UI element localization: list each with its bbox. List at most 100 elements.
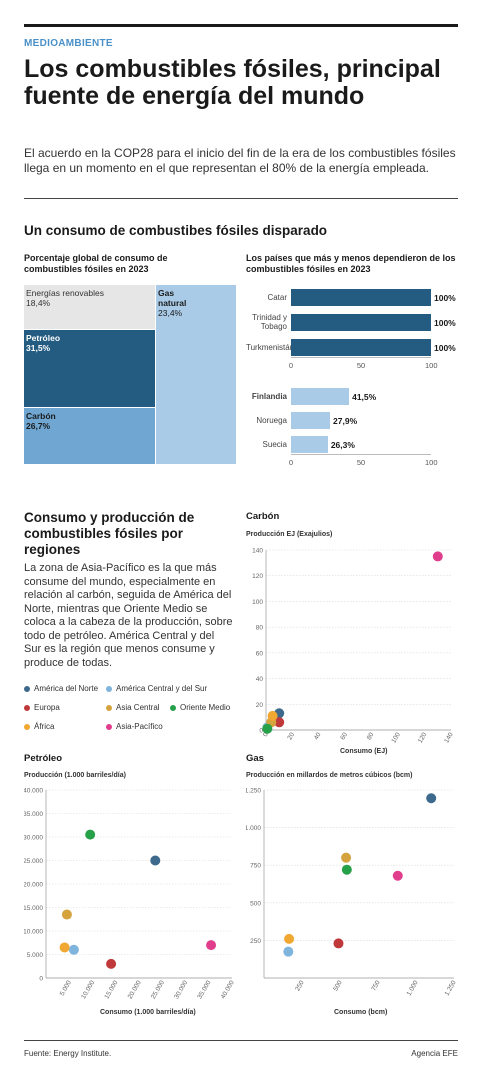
legend-item: América del Norte xyxy=(24,684,98,693)
agency-credit: Agencia EFE xyxy=(411,1049,458,1058)
scatter-point xyxy=(274,717,285,728)
legend-swatch xyxy=(24,685,30,692)
scatter-point xyxy=(59,942,70,953)
legend-item: Oriente Medio xyxy=(170,703,230,712)
y-tick-label: 120 xyxy=(252,573,263,580)
legend-item: Asia-Pacífico xyxy=(106,722,163,731)
legend-swatch xyxy=(106,723,112,730)
treemap-cell-value: 18,4% xyxy=(26,298,51,308)
scatter-point xyxy=(426,793,437,804)
legend-item: América Central y del Sur xyxy=(106,684,207,693)
bar-value-label: 27,9% xyxy=(333,416,358,426)
treemap-cell-value: 26,7% xyxy=(26,421,51,431)
x-tick-label: 500 xyxy=(332,979,344,992)
legend-item: Europa xyxy=(24,703,60,712)
oil-chart-title: Petróleo xyxy=(24,753,63,764)
y-tick-label: 10.000 xyxy=(24,929,43,936)
coal-chart-title: Carbón xyxy=(246,511,280,522)
scatter-point xyxy=(284,933,295,944)
treemap-cell-oil: Petróleo 31,5% xyxy=(24,329,155,407)
x-tick-label: 120 xyxy=(417,731,429,744)
oil-scatter: 0 5.000 10.000 15.000 20.000 25.000 30.000 35.0… xyxy=(24,788,236,1001)
y-tick-label: 60 xyxy=(256,650,264,657)
bar-axis-tick: 0 xyxy=(288,361,294,370)
x-tick-label: 30.000 xyxy=(173,979,189,1000)
scatter-point xyxy=(267,710,278,721)
x-tick-label: 750 xyxy=(370,979,382,992)
scatter-point xyxy=(150,855,161,866)
legend-label: Europa xyxy=(34,703,60,712)
x-tick-label: 1.000 xyxy=(406,979,420,997)
treemap-cell-renewables: Energías renovables 18,4% xyxy=(24,285,155,329)
treemap-cell-gas: Gas natural 23,4% xyxy=(155,285,236,464)
treemap-cell-label: Carbón xyxy=(26,411,56,421)
x-tick-label: 250 xyxy=(294,979,306,992)
legend-swatch xyxy=(24,704,30,711)
bar-chart: Catar 100% Trinidad y Tobago 100% Turkmenist… xyxy=(246,284,458,474)
section2-text: La zona de Asia-Pacífico es la que más c… xyxy=(24,562,233,669)
bar-value-label: 26,3% xyxy=(330,440,355,450)
bar-value-label: 100% xyxy=(434,293,456,303)
treemap-title: Porcentaje global de consumo de combusti… xyxy=(24,253,168,274)
y-tick-label: 40 xyxy=(256,676,264,683)
bar xyxy=(291,339,431,356)
y-tick-label: 750 xyxy=(250,863,261,870)
legend-swatch xyxy=(170,704,176,711)
page-subtitle: El acuerdo en la COP28 para el inicio de… xyxy=(24,146,456,175)
x-tick-label: 10.000 xyxy=(80,979,96,1000)
legend-label: América del Norte xyxy=(34,684,99,693)
scatter-point xyxy=(392,870,403,881)
legend-label: Asia Central xyxy=(116,703,160,712)
legend-swatch xyxy=(106,685,112,692)
gas-y-label: Producción en millardos de metros cúbico… xyxy=(246,772,413,779)
x-tick-label: 20 xyxy=(286,731,296,741)
y-tick-label: 1.250 xyxy=(246,788,261,795)
scatter-point xyxy=(341,864,352,875)
bar-value-label: 41,5% xyxy=(352,392,377,402)
y-tick-label: 20 xyxy=(256,702,264,709)
x-tick-label: 5.000 xyxy=(59,979,73,997)
bar-category-label: Catar xyxy=(267,293,287,302)
y-tick-label: 140 xyxy=(252,548,263,555)
scatter-point xyxy=(68,944,79,955)
legend: América del Norte América Central y del S… xyxy=(24,684,239,734)
scatter-point xyxy=(262,723,273,734)
legend-item: Asia Central xyxy=(106,703,160,712)
legend-swatch xyxy=(24,723,30,730)
treemap-cell-label: Petróleo xyxy=(26,333,61,343)
bar-category-label: Suecia xyxy=(262,440,287,449)
section2-title: Consumo y producción de combustibles fós… xyxy=(24,510,195,557)
scatter-point xyxy=(283,946,294,957)
x-tick-label: 15.000 xyxy=(103,979,119,1000)
y-tick-label: 1.000 xyxy=(246,825,261,832)
y-tick-label: 0 xyxy=(259,728,263,735)
y-tick-label: 20.000 xyxy=(24,882,43,889)
scatter-point xyxy=(341,852,352,863)
y-tick-label: 40.000 xyxy=(24,788,43,795)
oil-y-label: Producción (1.000 barriles/día) xyxy=(24,772,126,779)
bar-category-label: Noruega xyxy=(256,416,287,425)
x-tick-label: 140 xyxy=(443,731,455,744)
y-tick-label: 100 xyxy=(252,599,263,606)
bar-axis-tick: 50 xyxy=(356,458,366,467)
bar-axis-line xyxy=(291,357,431,358)
x-tick-label: 40.000 xyxy=(220,979,236,1000)
y-tick-label: 0 xyxy=(39,976,43,983)
bar-axis-tick: 50 xyxy=(356,361,366,370)
bar xyxy=(291,289,431,306)
treemap-cell-value: 23,4% xyxy=(158,308,183,318)
bar-category-label: Trinidad y Tobago xyxy=(252,313,287,331)
treemap-cell-value: 31,5% xyxy=(26,343,51,353)
y-tick-label: 80 xyxy=(256,625,264,632)
bar-axis-tick: 100 xyxy=(425,458,438,467)
x-tick-label: 0 xyxy=(262,731,270,738)
bar-value-label: 100% xyxy=(434,318,456,328)
oil-x-label: Consumo (1.000 barriles/día) xyxy=(100,1009,196,1016)
bar xyxy=(291,314,431,331)
y-tick-label: 500 xyxy=(250,900,261,907)
x-tick-label: 25.000 xyxy=(150,979,166,1000)
scatter-point xyxy=(432,551,443,562)
scatter-point xyxy=(61,909,72,920)
legend-label: Asia-Pacífico xyxy=(116,722,163,731)
